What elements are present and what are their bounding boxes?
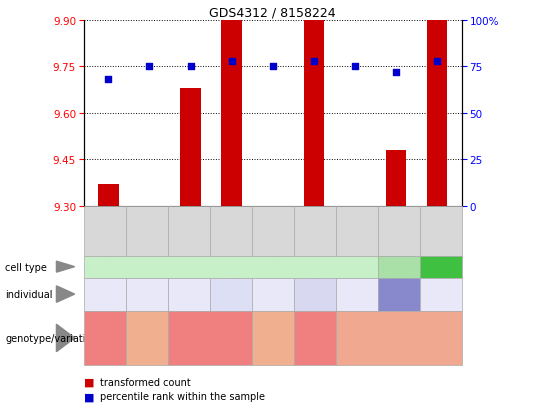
Text: GSM862164: GSM862164 [147, 231, 156, 286]
Text: Normal
(does not
carry
R173W m: Normal (does not carry R173W m [130, 325, 164, 352]
Text: GSM862161: GSM862161 [441, 231, 450, 286]
Text: ■: ■ [84, 377, 94, 387]
Point [145, 64, 154, 70]
Polygon shape [57, 325, 75, 352]
Point [268, 64, 277, 70]
Bar [180, 89, 201, 206]
Bar [98, 185, 119, 206]
Text: Normal (does not carry
R173W mutation): Normal (does not carry R173W mutation) [359, 331, 439, 345]
Text: GSM862168: GSM862168 [315, 231, 323, 286]
Text: transformed count: transformed count [100, 377, 191, 387]
Point [227, 58, 236, 65]
Point [433, 58, 441, 65]
Text: DCM (R173W
mutation): DCM (R173W mutation) [187, 331, 233, 345]
Text: individual: individual [5, 290, 53, 299]
Text: GSM862167: GSM862167 [273, 231, 282, 286]
Bar [221, 21, 242, 206]
Polygon shape [57, 261, 75, 273]
Text: percentile rank within the sample: percentile rank within the sample [100, 392, 265, 401]
Text: fibrobl
ast: fibrobl ast [427, 257, 454, 277]
Text: DCM pat
ent IIb: DCM pat ent IIb [216, 288, 246, 301]
Text: DCM pati
ent IIIa: DCM pati ent IIIa [299, 288, 330, 301]
Text: GSM862166: GSM862166 [231, 231, 240, 286]
Text: genotype/variation: genotype/variation [5, 333, 98, 343]
Bar [427, 21, 447, 206]
Title: GDS4312 / 8158224: GDS4312 / 8158224 [210, 7, 336, 19]
Text: DCM
patient Ia: DCM patient Ia [88, 288, 122, 301]
Text: control
family
member II: control family member II [339, 285, 374, 304]
Text: cell type: cell type [5, 262, 48, 272]
Point [392, 69, 400, 76]
Point [309, 58, 318, 65]
Text: ■: ■ [84, 392, 94, 401]
Text: control
family
member I: control family member I [256, 285, 289, 304]
Text: n/a: n/a [393, 292, 404, 297]
Text: GSM862162: GSM862162 [399, 231, 408, 286]
Point [186, 64, 195, 70]
Point [104, 77, 113, 83]
Text: GSM862163: GSM862163 [105, 231, 114, 286]
Text: Normal
(does not
carry
R173W m: Normal (does not carry R173W m [255, 325, 290, 352]
Text: control
family
member IIa: control family member IIa [127, 285, 166, 304]
Text: DCM
(R173W
mutation): DCM (R173W mutation) [87, 328, 122, 349]
Polygon shape [57, 286, 75, 303]
Text: embryonic
stem
cell: embryonic stem cell [379, 252, 419, 282]
Text: GSM862169: GSM862169 [357, 231, 366, 286]
Text: GSM862165: GSM862165 [188, 231, 198, 286]
Point [350, 64, 359, 70]
Text: DCM
(R173W
mutation): DCM (R173W mutation) [298, 328, 332, 349]
Text: iPSC: iPSC [218, 262, 243, 272]
Text: control
family
member: control family member [426, 285, 455, 304]
Bar [386, 151, 406, 206]
Text: DCM
patient IIa: DCM patient IIa [171, 288, 206, 301]
Bar [303, 21, 324, 206]
